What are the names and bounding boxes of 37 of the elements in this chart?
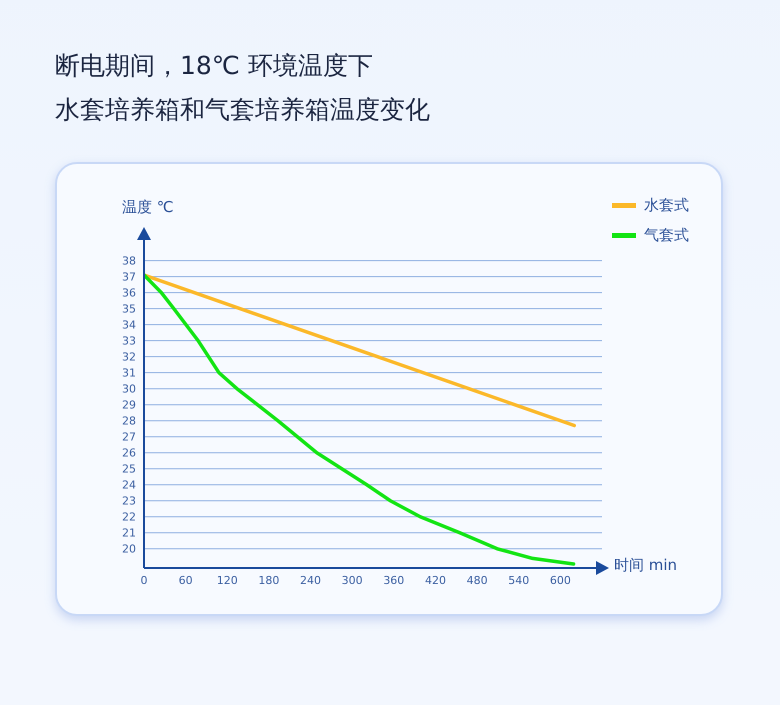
- y-tick-label: 26: [122, 446, 136, 460]
- x-tick-label: 600: [550, 574, 571, 587]
- y-tick-label: 24: [122, 478, 136, 492]
- x-tick-label: 0: [140, 574, 148, 587]
- y-tick-label: 38: [122, 254, 136, 268]
- x-tick-label: 180: [258, 574, 280, 587]
- y-tick-label: 32: [122, 350, 136, 364]
- y-axis-title: 温度 ℃: [122, 198, 174, 217]
- y-tick-label: 20: [122, 542, 136, 556]
- x-axis-title: 时间 min: [614, 556, 678, 575]
- x-tick-label: 420: [424, 574, 446, 587]
- y-tick-label: 33: [122, 334, 136, 348]
- y-tick-label: 22: [122, 510, 136, 524]
- y-tick-label: 37: [122, 270, 136, 284]
- x-tick-label: 540: [508, 574, 530, 587]
- y-tick-label: 23: [122, 494, 136, 508]
- x-tick-label: 240: [300, 574, 322, 587]
- y-tick-label: 35: [122, 302, 136, 316]
- y-tick-label: 25: [122, 462, 136, 476]
- y-tick-label: 27: [122, 430, 136, 444]
- y-tick-label: 36: [122, 286, 136, 300]
- chart-title: 断电期间，18℃ 环境温度下: [55, 50, 374, 82]
- line-series: [144, 273, 576, 566]
- legend-label: 气套式: [644, 226, 689, 244]
- y-tick-label: 30: [122, 382, 136, 396]
- legend-label: 水套式: [644, 196, 689, 214]
- x-tick-label: 120: [216, 574, 238, 587]
- y-tick-label: 29: [122, 398, 136, 412]
- y-tick-label: 21: [122, 526, 136, 540]
- y-tick-label: 28: [122, 414, 136, 428]
- x-tick-label: 60: [178, 574, 193, 587]
- x-tick-label: 480: [466, 574, 488, 587]
- chart-subtitle: 水套培养箱和气套培养箱温度变化: [55, 94, 430, 126]
- x-tick-label: 360: [383, 574, 404, 587]
- y-tick-label: 31: [122, 366, 136, 380]
- y-tick-label: 34: [122, 318, 136, 332]
- x-tick-label: 300: [342, 574, 363, 587]
